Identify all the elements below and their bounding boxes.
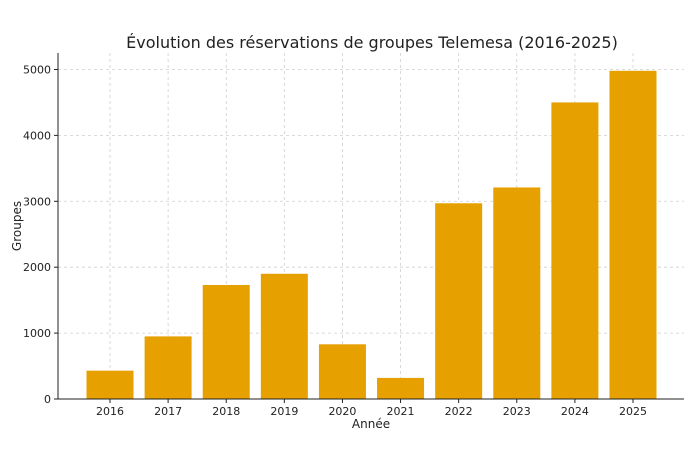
y-tick-label: 4000 [23,129,51,142]
x-tick-label: 2017 [154,405,182,418]
y-axis-label: Groupes [10,201,24,251]
x-axis-label: Année [352,417,390,431]
y-tick-label: 3000 [23,195,51,208]
x-tick-label: 2021 [387,405,415,418]
bar-2023 [493,187,541,399]
y-tick-label: 2000 [23,261,51,274]
bar-2022 [435,203,483,399]
y-tick-label: 1000 [23,327,51,340]
bar-2020 [318,344,366,399]
bar-2016 [86,370,134,399]
x-tick-label: 2019 [270,405,298,418]
y-ticks: 0 1000 2000 3000 4000 5000 [23,63,58,406]
bar-2021 [377,377,425,399]
x-tick-label: 2024 [561,405,589,418]
bar-2017 [144,336,192,399]
x-tick-label: 2023 [503,405,531,418]
bar-2019 [260,273,308,399]
y-tick-label: 5000 [23,63,51,76]
x-ticks: 2016 2017 2018 2019 2020 2021 2022 2023 2024 2025 [96,399,647,418]
axes [57,53,684,400]
bar-2018 [202,284,250,399]
chart-title: Évolution des réservations de groupes Te… [126,33,618,52]
bars [86,70,657,400]
x-tick-label: 2016 [96,405,124,418]
y-tick-label: 0 [44,393,51,406]
x-tick-label: 2018 [212,405,240,418]
bar-2025 [609,70,657,400]
x-tick-label: 2020 [328,405,356,418]
x-tick-label: 2022 [445,405,473,418]
x-tick-label: 2025 [619,405,647,418]
bar-2024 [551,102,599,399]
